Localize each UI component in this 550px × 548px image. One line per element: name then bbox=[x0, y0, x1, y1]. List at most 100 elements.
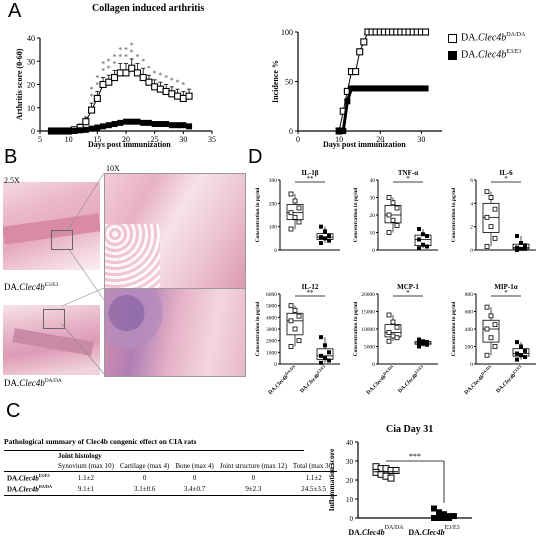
data-point-filled-square bbox=[441, 515, 447, 521]
y-axis-label: Incidence % bbox=[271, 60, 280, 103]
y-tick-label: 0 bbox=[372, 248, 375, 254]
data-point-filled-square bbox=[344, 98, 351, 105]
legend-item-da: DA.Clec4bDA/DA bbox=[448, 32, 525, 43]
data-point-filled-square bbox=[436, 515, 442, 521]
significance-marker: ** bbox=[307, 289, 315, 297]
table-title: Pathological summary of Clec4b congenic … bbox=[4, 437, 197, 446]
y-tick-label: 1000 bbox=[266, 350, 277, 356]
data-point-filled-square bbox=[319, 360, 323, 365]
data-point-open-square bbox=[386, 312, 392, 318]
data-point-open-square bbox=[488, 224, 494, 230]
data-point-open-square bbox=[288, 191, 294, 197]
legend-e3-gene: Clec4b bbox=[477, 49, 507, 61]
significance-star: * bbox=[95, 73, 99, 82]
data-point-filled-square bbox=[340, 128, 347, 134]
y-tick-label: 10 bbox=[370, 231, 376, 237]
y-tick-label: 6000 bbox=[266, 292, 277, 298]
x-tick-label: 10 bbox=[335, 135, 343, 144]
x-tick-label: 20 bbox=[376, 135, 384, 144]
data-point-open-square bbox=[488, 313, 494, 319]
col-header: Total (max 30) bbox=[292, 462, 335, 470]
y-tick-label: 0 bbox=[31, 127, 35, 136]
significance-star: * bbox=[113, 53, 117, 62]
micrograph-top-2-5x bbox=[3, 182, 100, 270]
data-point-open-square bbox=[296, 338, 302, 344]
data-point-open-square bbox=[162, 87, 170, 96]
data-point-filled-square bbox=[436, 509, 442, 516]
data-point-open-square bbox=[492, 322, 498, 328]
data-point-filled-square bbox=[519, 246, 523, 251]
data-point-open-square bbox=[296, 219, 302, 225]
significance-marker: * bbox=[504, 175, 508, 183]
data-point-filled-square bbox=[401, 85, 408, 92]
data-point-open-square bbox=[110, 73, 119, 82]
table-cell: 1.1±2 bbox=[77, 473, 95, 482]
data-point-open-square bbox=[288, 210, 294, 216]
y-tick-label: 200 bbox=[465, 345, 474, 351]
y-tick-label: 20 bbox=[27, 81, 35, 90]
genotype-bottom-sup: DA/DA bbox=[44, 378, 62, 384]
data-point-filled-square bbox=[441, 511, 447, 518]
data-point-filled-square bbox=[323, 343, 327, 348]
label-10x: 10X bbox=[106, 164, 120, 173]
y-tick-label: 0 bbox=[274, 362, 277, 368]
data-point-open-square bbox=[484, 189, 490, 195]
data-point-open-square bbox=[99, 80, 107, 89]
significance-star: * bbox=[147, 64, 151, 73]
x-tick-label: 30 bbox=[179, 135, 187, 144]
data-point-open-square bbox=[296, 205, 302, 211]
data-point-filled-square bbox=[157, 121, 164, 128]
plot-title: IL-1β bbox=[302, 169, 319, 177]
panel-label-a: A bbox=[8, 0, 22, 22]
col-header: Bone (max 4) bbox=[175, 462, 214, 470]
data-point-filled-square bbox=[71, 128, 78, 134]
data-point-open-square bbox=[386, 212, 392, 218]
significance-star: * bbox=[135, 53, 139, 62]
y-tick-label: 200 bbox=[269, 201, 278, 207]
data-point-filled-square bbox=[515, 357, 519, 362]
y-tick-label: 300 bbox=[269, 178, 278, 184]
data-point-filled-square bbox=[186, 123, 193, 130]
data-point-filled-square bbox=[421, 341, 425, 346]
table-cell: 9±2.3 bbox=[245, 484, 262, 493]
data-point-open-square bbox=[386, 330, 392, 335]
significance-star: * bbox=[90, 92, 94, 101]
panel-label-b: B bbox=[4, 146, 18, 168]
x-category-label: DA.Clec4bDA/DA bbox=[348, 525, 404, 537]
data-point-filled-square bbox=[389, 85, 396, 92]
data-point-open-square bbox=[139, 73, 147, 82]
panel-label-d: D bbox=[248, 146, 263, 168]
data-point-filled-square bbox=[327, 238, 331, 243]
y-tick-label: 0 bbox=[289, 127, 293, 136]
data-point-open-square bbox=[352, 68, 360, 76]
data-point-open-square bbox=[292, 214, 298, 220]
y-tick-label: 50 bbox=[285, 78, 293, 87]
data-point-filled-square bbox=[377, 85, 384, 92]
data-point-open-square bbox=[390, 200, 396, 206]
box bbox=[384, 204, 402, 224]
data-point-filled-square bbox=[393, 85, 400, 92]
zoom-box bbox=[51, 230, 73, 250]
data-point-open-square bbox=[288, 344, 294, 349]
y-tick-label: 4 bbox=[470, 201, 473, 207]
col-header: Synovium (max 10) bbox=[57, 462, 114, 470]
series-line bbox=[338, 31, 426, 132]
data-point-open-square bbox=[292, 326, 298, 332]
data-point-filled-square bbox=[100, 123, 107, 130]
significance-star: * bbox=[90, 85, 94, 94]
data-point-open-square bbox=[386, 338, 392, 344]
data-point-filled-square bbox=[163, 121, 170, 128]
y-tick-label: 0 bbox=[372, 362, 375, 368]
pathology-summary-table: Joint histology Synovium (max 10) Cartil… bbox=[4, 451, 338, 496]
data-point-open-square bbox=[168, 90, 176, 98]
y-tick-label: 20 bbox=[370, 213, 376, 219]
y-tick-label: 100 bbox=[281, 28, 293, 37]
data-point-filled-square bbox=[417, 237, 421, 242]
data-point-open-square bbox=[394, 223, 400, 228]
data-point-open-square bbox=[492, 235, 498, 241]
filled-square-icon bbox=[448, 50, 457, 60]
table-header-row: Synovium (max 10) Cartilage (max 4) Bone… bbox=[4, 461, 337, 472]
data-point-filled-square bbox=[385, 85, 392, 92]
plot-title: TNF-α bbox=[398, 169, 418, 177]
data-point-filled-square bbox=[364, 85, 371, 92]
